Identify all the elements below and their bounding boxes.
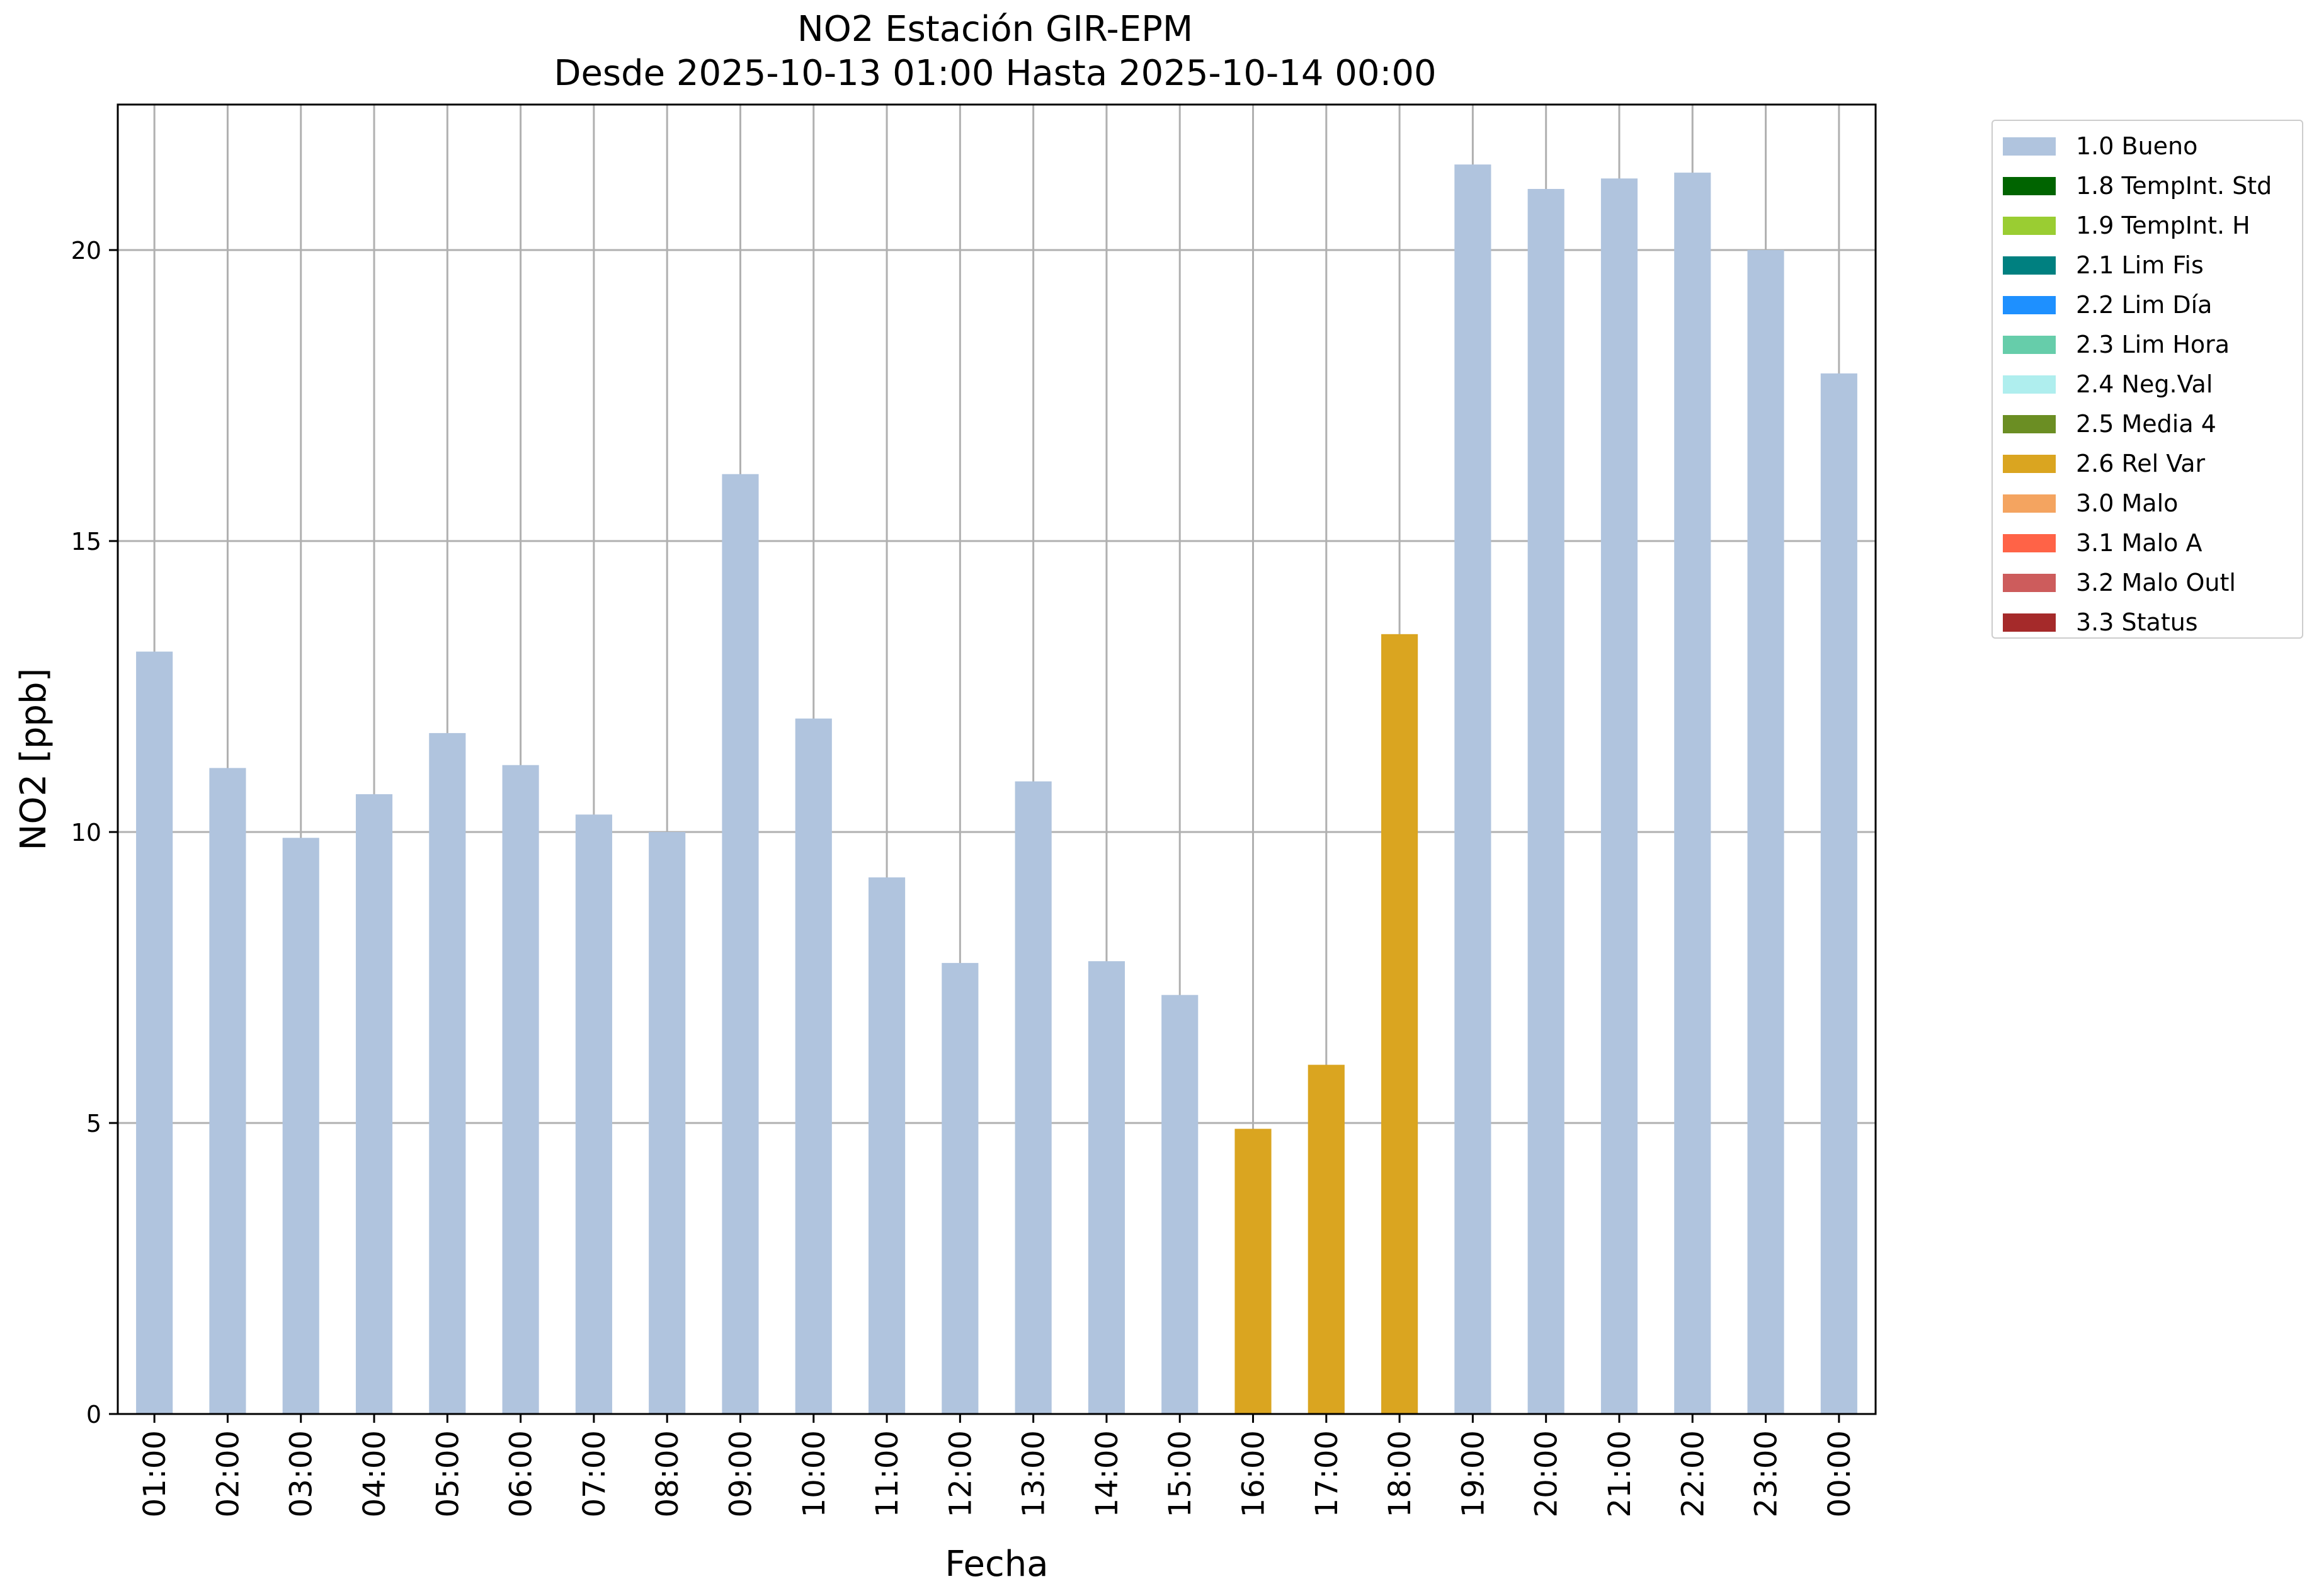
bar: [1234, 1129, 1272, 1414]
y-tick-label: 0: [86, 1401, 101, 1428]
x-tick-label: 16:00: [1236, 1430, 1272, 1517]
legend-swatch: [2003, 177, 2056, 195]
bar: [1161, 995, 1199, 1414]
x-tick-label: 17:00: [1309, 1430, 1345, 1517]
bar: [502, 765, 539, 1414]
chart-title: NO2 Estación GIR-EPM: [797, 9, 1194, 50]
bar: [795, 718, 832, 1414]
y-tick-label: 5: [86, 1110, 101, 1137]
plot-frame: [117, 103, 1877, 1415]
legend-label: 1.0 Bueno: [2076, 132, 2198, 160]
legend-item: 2.3 Lim Hora: [1993, 325, 2302, 365]
bar: [1820, 373, 1857, 1415]
bar: [429, 732, 466, 1414]
y-axis-label: NO2 [ppb]: [13, 668, 54, 851]
x-tick-label: 12:00: [943, 1430, 978, 1517]
x-tick-label: 08:00: [650, 1430, 685, 1517]
legend-swatch: [2003, 613, 2056, 632]
legend-item: 2.4 Neg.Val: [1993, 365, 2302, 404]
x-tick-label: 06:00: [504, 1430, 539, 1517]
bar: [1674, 173, 1711, 1414]
legend-swatch: [2003, 217, 2056, 235]
legend-swatch: [2003, 375, 2056, 394]
x-tick-label: 13:00: [1017, 1430, 1052, 1517]
legend-label: 2.6 Rel Var: [2076, 450, 2206, 477]
legend-item: 1.9 TempInt. H: [1993, 206, 2302, 246]
x-tick-label: 15:00: [1163, 1430, 1198, 1517]
legend-item: 3.1 Malo A: [1993, 523, 2302, 563]
x-tick-label: 10:00: [797, 1430, 832, 1517]
x-tick-label: 09:00: [723, 1430, 758, 1517]
bar: [282, 838, 319, 1414]
bar: [1747, 250, 1784, 1414]
legend-item: 2.6 Rel Var: [1993, 444, 2302, 484]
legend-swatch: [2003, 455, 2056, 473]
x-tick-label: 19:00: [1456, 1430, 1491, 1517]
bar: [1308, 1064, 1345, 1414]
legend-label: 3.2 Malo Outl: [2076, 569, 2236, 596]
legend-label: 3.0 Malo: [2076, 489, 2179, 517]
bar: [722, 474, 759, 1414]
legend-item: 2.5 Media 4: [1993, 404, 2302, 444]
legend-label: 2.3 Lim Hora: [2076, 331, 2230, 358]
x-tick-label: 05:00: [430, 1430, 465, 1517]
x-tick-label: 20:00: [1529, 1430, 1564, 1517]
legend-swatch: [2003, 415, 2056, 433]
legend-label: 2.5 Media 4: [2076, 410, 2216, 438]
x-tick-label: 21:00: [1602, 1430, 1638, 1517]
bar: [575, 814, 612, 1414]
chart-subtitle: Desde 2025-10-13 01:00 Hasta 2025-10-14 …: [554, 53, 1437, 94]
bar: [1600, 178, 1638, 1414]
x-tick-label: 22:00: [1675, 1430, 1711, 1517]
bar: [136, 651, 173, 1414]
bar: [209, 768, 246, 1414]
legend-label: 2.4 Neg.Val: [2076, 370, 2213, 398]
x-tick-label: 00:00: [1822, 1430, 1857, 1517]
legend: 1.0 Bueno 1.8 TempInt. Std 1.9 TempInt. H 2…: [1991, 120, 2303, 639]
legend-label: 3.3 Status: [2076, 608, 2198, 636]
legend-label: 2.2 Lim Día: [2076, 291, 2213, 319]
legend-item: 2.2 Lim Día: [1993, 285, 2302, 325]
bar: [942, 962, 979, 1414]
y-tick-label: 10: [71, 819, 101, 846]
legend-item: 2.1 Lim Fis: [1993, 246, 2302, 285]
legend-item: 1.8 TempInt. Std: [1993, 166, 2302, 206]
bar: [1015, 781, 1052, 1414]
bar: [868, 877, 906, 1414]
legend-label: 1.8 TempInt. Std: [2076, 172, 2272, 200]
bar: [1527, 188, 1564, 1415]
legend-item: 3.0 Malo: [1993, 484, 2302, 523]
x-tick-label: 23:00: [1749, 1430, 1784, 1517]
legend-label: 1.9 TempInt. H: [2076, 212, 2250, 239]
bar: [1088, 961, 1125, 1414]
legend-swatch: [2003, 336, 2056, 354]
legend-item: 3.2 Malo Outl: [1993, 563, 2302, 603]
bar: [1454, 164, 1491, 1414]
legend-swatch: [2003, 256, 2056, 275]
x-tick-label: 07:00: [577, 1430, 612, 1517]
bar: [355, 794, 393, 1414]
y-tick-label: 15: [71, 528, 101, 556]
x-tick-label: 01:00: [137, 1430, 173, 1517]
x-tick-label: 14:00: [1090, 1430, 1125, 1517]
x-tick-label: 18:00: [1382, 1430, 1418, 1517]
legend-label: 2.1 Lim Fis: [2076, 251, 2204, 279]
legend-item: 3.3 Status: [1993, 603, 2302, 642]
x-tick-label: 03:00: [284, 1430, 319, 1517]
legend-swatch: [2003, 574, 2056, 592]
legend-swatch: [2003, 137, 2056, 156]
legend-label: 3.1 Malo A: [2076, 529, 2202, 557]
legend-swatch: [2003, 534, 2056, 552]
legend-item: 1.0 Bueno: [1993, 127, 2302, 166]
x-tick-label: 11:00: [870, 1430, 905, 1517]
bar: [649, 832, 686, 1414]
legend-swatch: [2003, 494, 2056, 513]
x-tick-label: 02:00: [210, 1430, 246, 1517]
bar: [1381, 634, 1418, 1414]
x-axis-label: Fecha: [945, 1544, 1048, 1585]
y-tick-label: 20: [71, 237, 101, 265]
x-tick-label: 04:00: [357, 1430, 392, 1517]
legend-swatch: [2003, 296, 2056, 314]
